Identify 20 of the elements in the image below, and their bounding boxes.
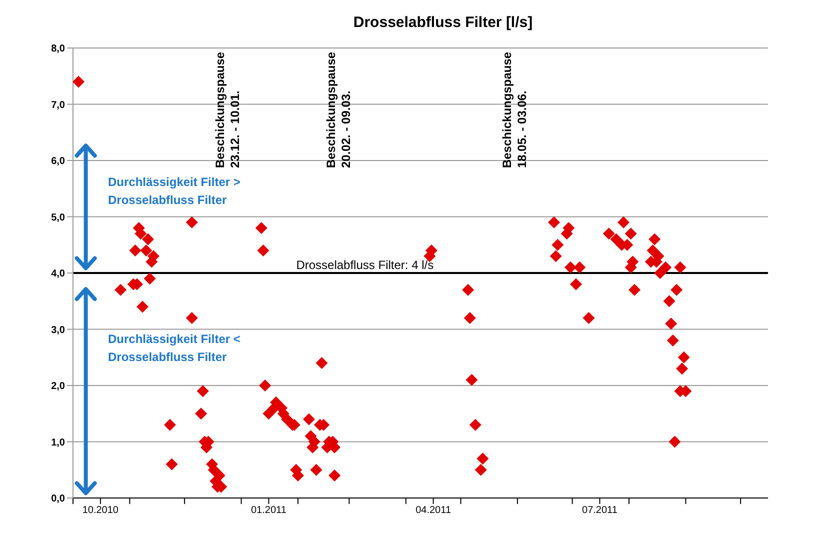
y-tick-label: 2,0 (51, 381, 66, 392)
x-tick-label: 07.2011 (582, 505, 618, 516)
ref-line-label: Drosselabfluss Filter: 4 l/s (296, 258, 434, 272)
y-tick-label: 1,0 (51, 437, 66, 448)
x-tick-label: 04.2011 (416, 505, 452, 516)
annotation: Beschickungspause 23.12. - 10.01. (213, 52, 243, 168)
chart-title: Drosselabfluss Filter [l/s] (352, 13, 534, 33)
annotation: Durchlässigkeit Filter > Drosselabfluss Filter (108, 174, 240, 209)
annotation: Beschickungspause 20.02. - 09.03. (324, 52, 354, 168)
y-tick-label: 3,0 (51, 324, 66, 336)
x-tick-label: 01.2011 (250, 505, 287, 516)
y-tick-label: 7,0 (51, 100, 66, 111)
annotation: Durchlässigkeit Filter < Drosselabfluss Filter (108, 331, 240, 366)
y-tick-label: 0,0 (51, 494, 66, 505)
y-tick-label: 8,0 (51, 44, 66, 55)
y-tick-label: 5,0 (51, 212, 66, 224)
x-tick-label: 10.2010 (82, 505, 119, 516)
y-tick-label: 6,0 (51, 156, 66, 168)
annotation: Beschickungspause 18.05. - 03.06. (500, 52, 530, 168)
y-tick-label: 4,0 (51, 268, 66, 280)
